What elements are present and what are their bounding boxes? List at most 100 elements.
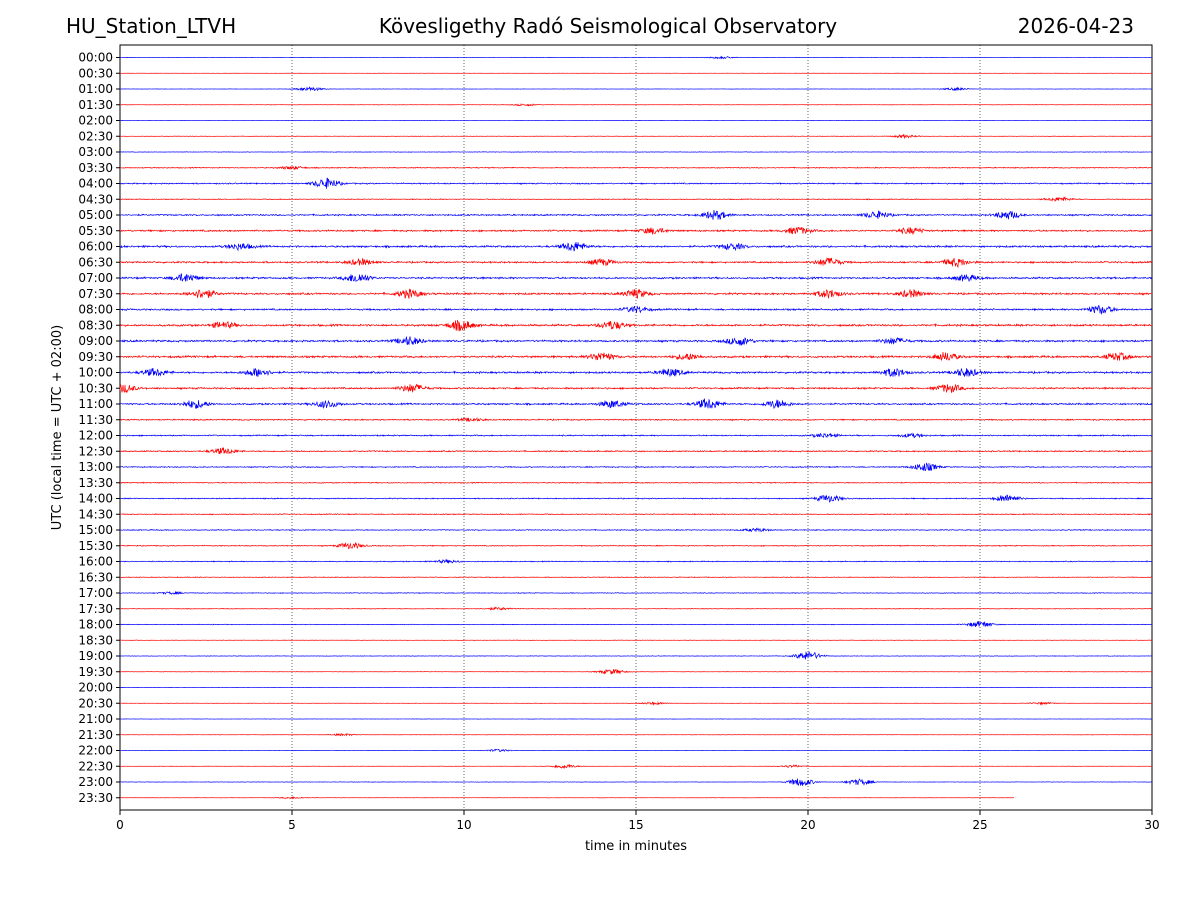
y-tick-label: 17:00 (78, 586, 113, 600)
y-tick-label: 06:00 (78, 240, 113, 254)
observatory-title: Kövesligethy Radó Seismological Observat… (378, 14, 838, 38)
x-tick-label: 10 (456, 818, 471, 832)
y-tick-label: 05:30 (78, 224, 113, 238)
trace-2300 (119, 778, 1153, 787)
trace-1600 (119, 558, 1153, 564)
y-tick-label: 12:00 (78, 429, 113, 443)
trace-1230 (119, 447, 1153, 455)
y-tick-label: 16:00 (78, 555, 113, 569)
x-tick-label: 0 (116, 818, 124, 832)
y-tick-label: 02:30 (78, 129, 113, 143)
y-tick-label: 11:00 (78, 397, 113, 411)
y-tick-label: 06:30 (78, 255, 113, 269)
y-tick-label: 08:00 (78, 303, 113, 317)
y-tick-label: 00:30 (78, 66, 113, 80)
y-tick-label: 19:30 (78, 665, 113, 679)
y-tick-label: 22:00 (78, 744, 113, 758)
y-tick-label: 23:00 (78, 775, 113, 789)
y-tick-label: 10:00 (78, 366, 113, 380)
y-tick-label: 04:30 (78, 192, 113, 206)
x-tick-label: 25 (972, 818, 987, 832)
trace-1100 (119, 398, 1153, 410)
trace-0630 (119, 257, 1153, 269)
x-tick-label: 5 (288, 818, 296, 832)
y-tick-label: 09:30 (78, 350, 113, 364)
y-tick-label: 14:30 (78, 507, 113, 521)
trace-0600 (119, 241, 1153, 252)
y-tick-label: 14:00 (78, 492, 113, 506)
y-tick-label: 13:00 (78, 460, 113, 474)
y-tick-label: 22:30 (78, 759, 113, 773)
trace-1130 (119, 417, 1153, 422)
y-tick-label: 05:00 (78, 208, 113, 222)
y-tick-label: 21:30 (78, 728, 113, 742)
trace-1000 (119, 367, 1153, 378)
trace-0730 (119, 288, 1153, 299)
date-label: 2026-04-23 (1017, 14, 1134, 38)
y-tick-label: 20:00 (78, 681, 113, 695)
y-axis-label: UTC (local time = UTC + 02:00) (50, 325, 65, 530)
trace-0530 (119, 226, 1153, 235)
trace-0400 (119, 177, 1153, 189)
y-tick-label: 12:30 (78, 444, 113, 458)
trace-0130 (119, 103, 1153, 107)
y-tick-label: 01:30 (78, 98, 113, 112)
trace-1930 (119, 668, 1153, 675)
y-tick-label: 19:00 (78, 649, 113, 663)
trace-1030 (119, 383, 1153, 394)
trace-0700 (119, 273, 1153, 283)
trace-0000 (119, 55, 1152, 60)
y-tick-label: 21:00 (78, 712, 113, 726)
trace-2200 (119, 748, 1153, 753)
y-tick-label: 00:00 (78, 51, 113, 65)
y-tick-label: 02:00 (78, 114, 113, 128)
plot-frame (119, 44, 1153, 811)
trace-2330 (120, 795, 1015, 800)
trace-1300 (119, 462, 1153, 471)
trace-0300 (119, 151, 1153, 153)
station-name: HU_Station_LTVH (66, 14, 237, 38)
trace-0430 (119, 196, 1153, 202)
y-tick-label: 16:30 (78, 570, 113, 584)
trace-1800 (119, 621, 1153, 628)
trace-1630 (119, 576, 1153, 579)
y-tick-label: 17:30 (78, 602, 113, 616)
trace-0800 (119, 305, 1153, 315)
trace-2230 (119, 763, 1153, 770)
y-tick-label: 11:30 (78, 413, 113, 427)
trace-1500 (119, 527, 1153, 533)
trace-0330 (119, 165, 1153, 171)
y-tick-label: 03:00 (78, 145, 113, 159)
y-tick-label: 07:00 (78, 271, 113, 285)
trace-0830 (119, 319, 1153, 332)
trace-1900 (119, 651, 1153, 660)
trace-0900 (119, 335, 1153, 347)
y-tick-label: 04:00 (78, 177, 113, 191)
y-tick-label: 15:30 (78, 539, 113, 553)
y-tick-label: 07:30 (78, 287, 113, 301)
trace-2130 (119, 732, 1153, 737)
trace-0500 (119, 209, 1153, 220)
y-tick-label: 10:30 (78, 381, 113, 395)
trace-0100 (119, 86, 1153, 92)
trace-0230 (119, 133, 1153, 140)
y-tick-label: 09:00 (78, 334, 113, 348)
trace-1700 (119, 590, 1153, 596)
trace-0930 (119, 351, 1153, 362)
trace-2030 (119, 700, 1153, 706)
x-tick-label: 15 (628, 818, 643, 832)
x-tick-label: 30 (1144, 818, 1159, 832)
trace-1430 (119, 513, 1153, 516)
trace-1530 (119, 541, 1153, 550)
y-tick-label: 03:30 (78, 161, 113, 175)
y-tick-label: 18:30 (78, 633, 113, 647)
trace-1330 (119, 481, 1153, 484)
x-axis-label: time in minutes (585, 839, 687, 854)
y-tick-label: 20:30 (78, 696, 113, 710)
y-tick-label: 13:30 (78, 476, 113, 490)
x-tick-label: 20 (800, 818, 815, 832)
y-tick-label: 23:30 (78, 791, 113, 805)
y-tick-label: 08:30 (78, 318, 113, 332)
y-tick-label: 18:00 (78, 618, 113, 632)
